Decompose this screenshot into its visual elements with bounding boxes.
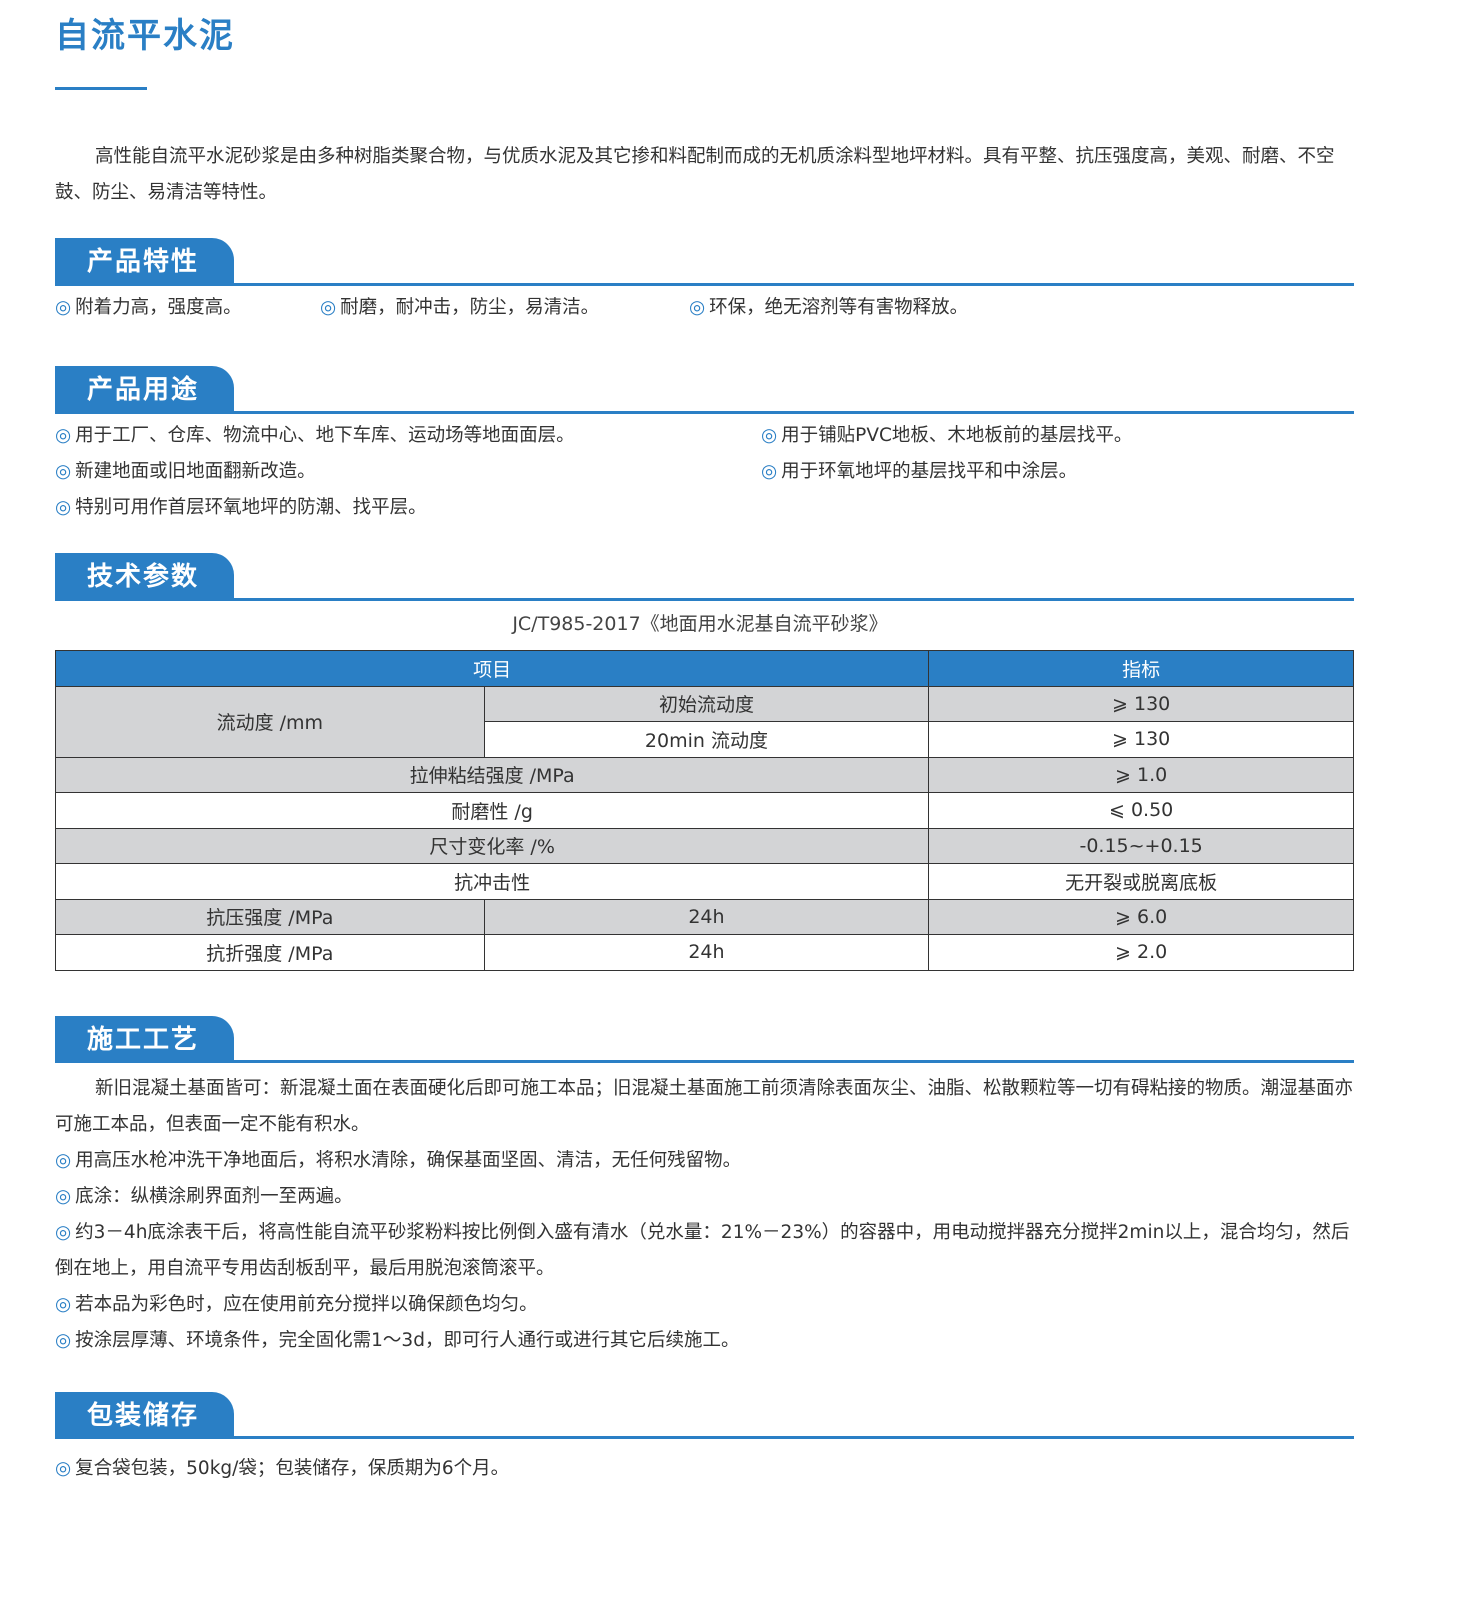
storage-item: ◎ 复合袋包装，50kg/袋；包装储存，保质期为6个月。 xyxy=(55,1458,510,1479)
process-step: ◎ 约3－4h底涂表干后，将高性能自流平砂浆粉料按比例倒入盛有清水（兑水量：21%… xyxy=(55,1222,1350,1279)
circle-bullet-icon: ◎ xyxy=(55,1294,72,1315)
section-heading-tech: 技术参数 xyxy=(55,553,234,599)
circle-bullet-icon: ◎ xyxy=(55,1330,72,1351)
header-value: 指标 xyxy=(928,650,1354,687)
feature-item: ◎ 环保，绝无溶剂等有害物释放。 xyxy=(689,297,969,318)
circle-bullet-icon: ◎ xyxy=(55,1150,72,1171)
intro-paragraph: 高性能自流平水泥砂浆是由多种树脂类聚合物，与优质水泥及其它掺和料配制而成的无机质… xyxy=(55,146,1335,203)
table-row: 尺寸变化率 /% -0.15~+0.15 xyxy=(54,827,1354,864)
circle-bullet-icon: ◎ xyxy=(55,425,72,446)
process-step: ◎ 底涂：纵横涂刷界面剂一至两遍。 xyxy=(55,1186,353,1207)
feature-item: ◎ 附着力高，强度高。 xyxy=(55,297,242,318)
circle-bullet-icon: ◎ xyxy=(55,1186,72,1207)
section-divider xyxy=(55,1060,1354,1063)
process-step: ◎ 若本品为彩色时，应在使用前充分搅拌以确保颜色均匀。 xyxy=(55,1294,538,1315)
circle-bullet-icon: ◎ xyxy=(55,1222,72,1243)
process-intro: 新旧混凝土基面皆可：新混凝土面在表面硬化后即可施工本品；旧混凝土基面施工前须清除… xyxy=(55,1078,1354,1135)
section-divider xyxy=(55,598,1354,601)
circle-bullet-icon: ◎ xyxy=(55,1458,72,1479)
use-item: ◎ 特别可用作首层环氧地坪的防潮、找平层。 xyxy=(55,497,427,518)
process-content: 新旧混凝土基面皆可：新混凝土面在表面硬化后即可施工本品；旧混凝土基面施工前须清除… xyxy=(55,1071,1355,1359)
table-row: 流动度 /mm 初始流动度 ⩾ 130 xyxy=(55,685,1354,758)
header-item: 项目 xyxy=(54,650,930,687)
section-heading-features: 产品特性 xyxy=(55,238,234,284)
use-item: ◎ 用于工厂、仓库、物流中心、地下车库、运动场等地面面层。 xyxy=(55,425,575,446)
table-row: 抗压强度 /MPa 24h ⩾ 6.0 xyxy=(55,898,1354,935)
section-heading-uses: 产品用途 xyxy=(55,366,234,412)
page-title: 自流平水泥 xyxy=(55,16,235,56)
circle-bullet-icon: ◎ xyxy=(55,497,72,518)
table-row: 耐磨性 /g ⩽ 0.50 xyxy=(54,792,1354,829)
table-row: 抗折强度 /MPa 24h ⩾ 2.0 xyxy=(55,934,1354,971)
table-header-row: 项目 指标 xyxy=(54,650,1354,687)
circle-bullet-icon: ◎ xyxy=(689,297,706,318)
tech-params-table: 项目 指标 流动度 /mm 初始流动度 ⩾ 130 20min 流动度 ⩾ 130 拉伸… xyxy=(54,650,1354,971)
use-item: ◎ 用于环氧地坪的基层找平和中涂层。 xyxy=(761,461,1078,482)
use-item: ◎ 新建地面或旧地面翻新改造。 xyxy=(55,461,316,482)
circle-bullet-icon: ◎ xyxy=(320,297,337,318)
circle-bullet-icon: ◎ xyxy=(55,297,72,318)
circle-bullet-icon: ◎ xyxy=(761,425,778,446)
feature-item: ◎ 耐磨，耐冲击，防尘，易清洁。 xyxy=(320,297,600,318)
circle-bullet-icon: ◎ xyxy=(761,461,778,482)
table-row: 抗冲击性 无开裂或脱离底板 xyxy=(54,863,1354,900)
section-heading-storage: 包装储存 xyxy=(55,1392,234,1438)
table-row: 拉伸粘结强度 /MPa ⩾ 1.0 xyxy=(54,756,1354,793)
process-step: ◎ 按涂层厚薄、环境条件，完全固化需1～3d，即可行人通行或进行其它后续施工。 xyxy=(55,1330,740,1351)
section-divider xyxy=(55,283,1354,286)
section-divider xyxy=(55,1436,1354,1439)
standard-caption: JC/T985-2017《地面用水泥基自流平砂浆》 xyxy=(512,613,888,635)
circle-bullet-icon: ◎ xyxy=(55,461,72,482)
section-heading-process: 施工工艺 xyxy=(55,1016,234,1062)
process-step: ◎ 用高压水枪冲洗干净地面后，将积水清除，确保基面坚固、清洁，无任何残留物。 xyxy=(55,1150,742,1171)
section-divider xyxy=(55,411,1354,414)
use-item: ◎ 用于铺贴PVC地板、木地板前的基层找平。 xyxy=(761,425,1133,446)
table-row: 20min 流动度 ⩾ 130 xyxy=(55,721,1354,758)
title-underline xyxy=(55,87,147,90)
